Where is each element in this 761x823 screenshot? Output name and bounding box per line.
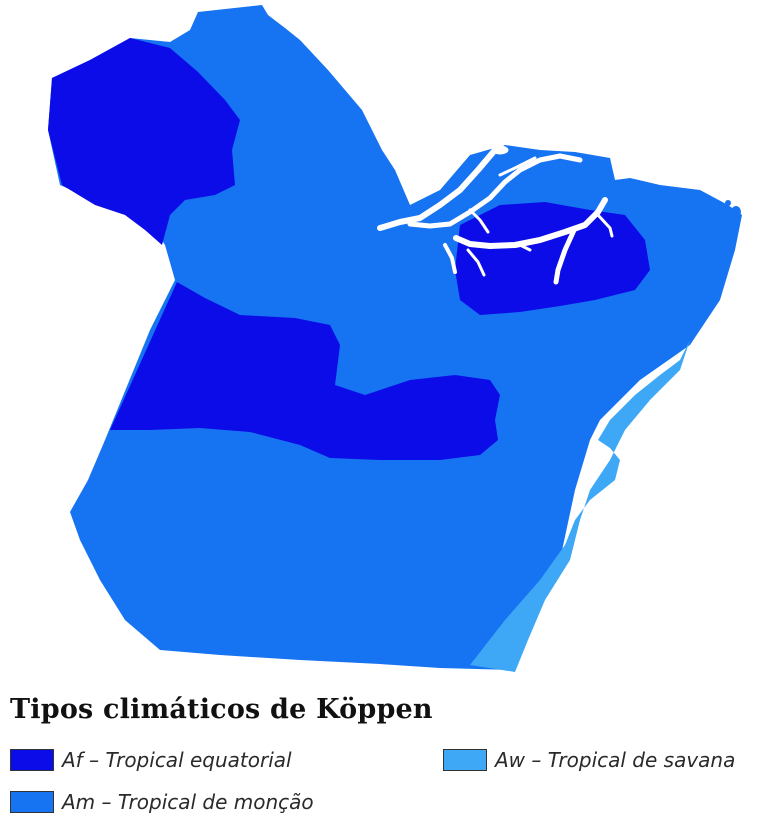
region-af-central (110, 282, 500, 460)
region-aw-tropical-savana (470, 340, 690, 672)
region-af-northeast (455, 202, 650, 315)
legend-label-aw: Aw – Tropical de savana (495, 748, 736, 772)
river-network (377, 110, 614, 285)
legend-title: Tipos climáticos de Köppen (10, 694, 433, 725)
climate-map (48, 5, 742, 672)
legend-label-af: Af – Tropical equatorial (62, 748, 292, 772)
legend-item-am: Am – Tropical de monção (10, 790, 314, 814)
coastal-islands (725, 200, 741, 218)
legend-swatch-aw (443, 749, 487, 771)
region-af-northwest (48, 38, 240, 245)
legend-item-aw: Aw – Tropical de savana (443, 748, 735, 772)
legend-label-am: Am – Tropical de monção (62, 790, 314, 814)
legend-swatch-am (10, 791, 54, 813)
legend-item-af: Af – Tropical equatorial (10, 748, 292, 772)
legend-swatch-af (10, 749, 54, 771)
